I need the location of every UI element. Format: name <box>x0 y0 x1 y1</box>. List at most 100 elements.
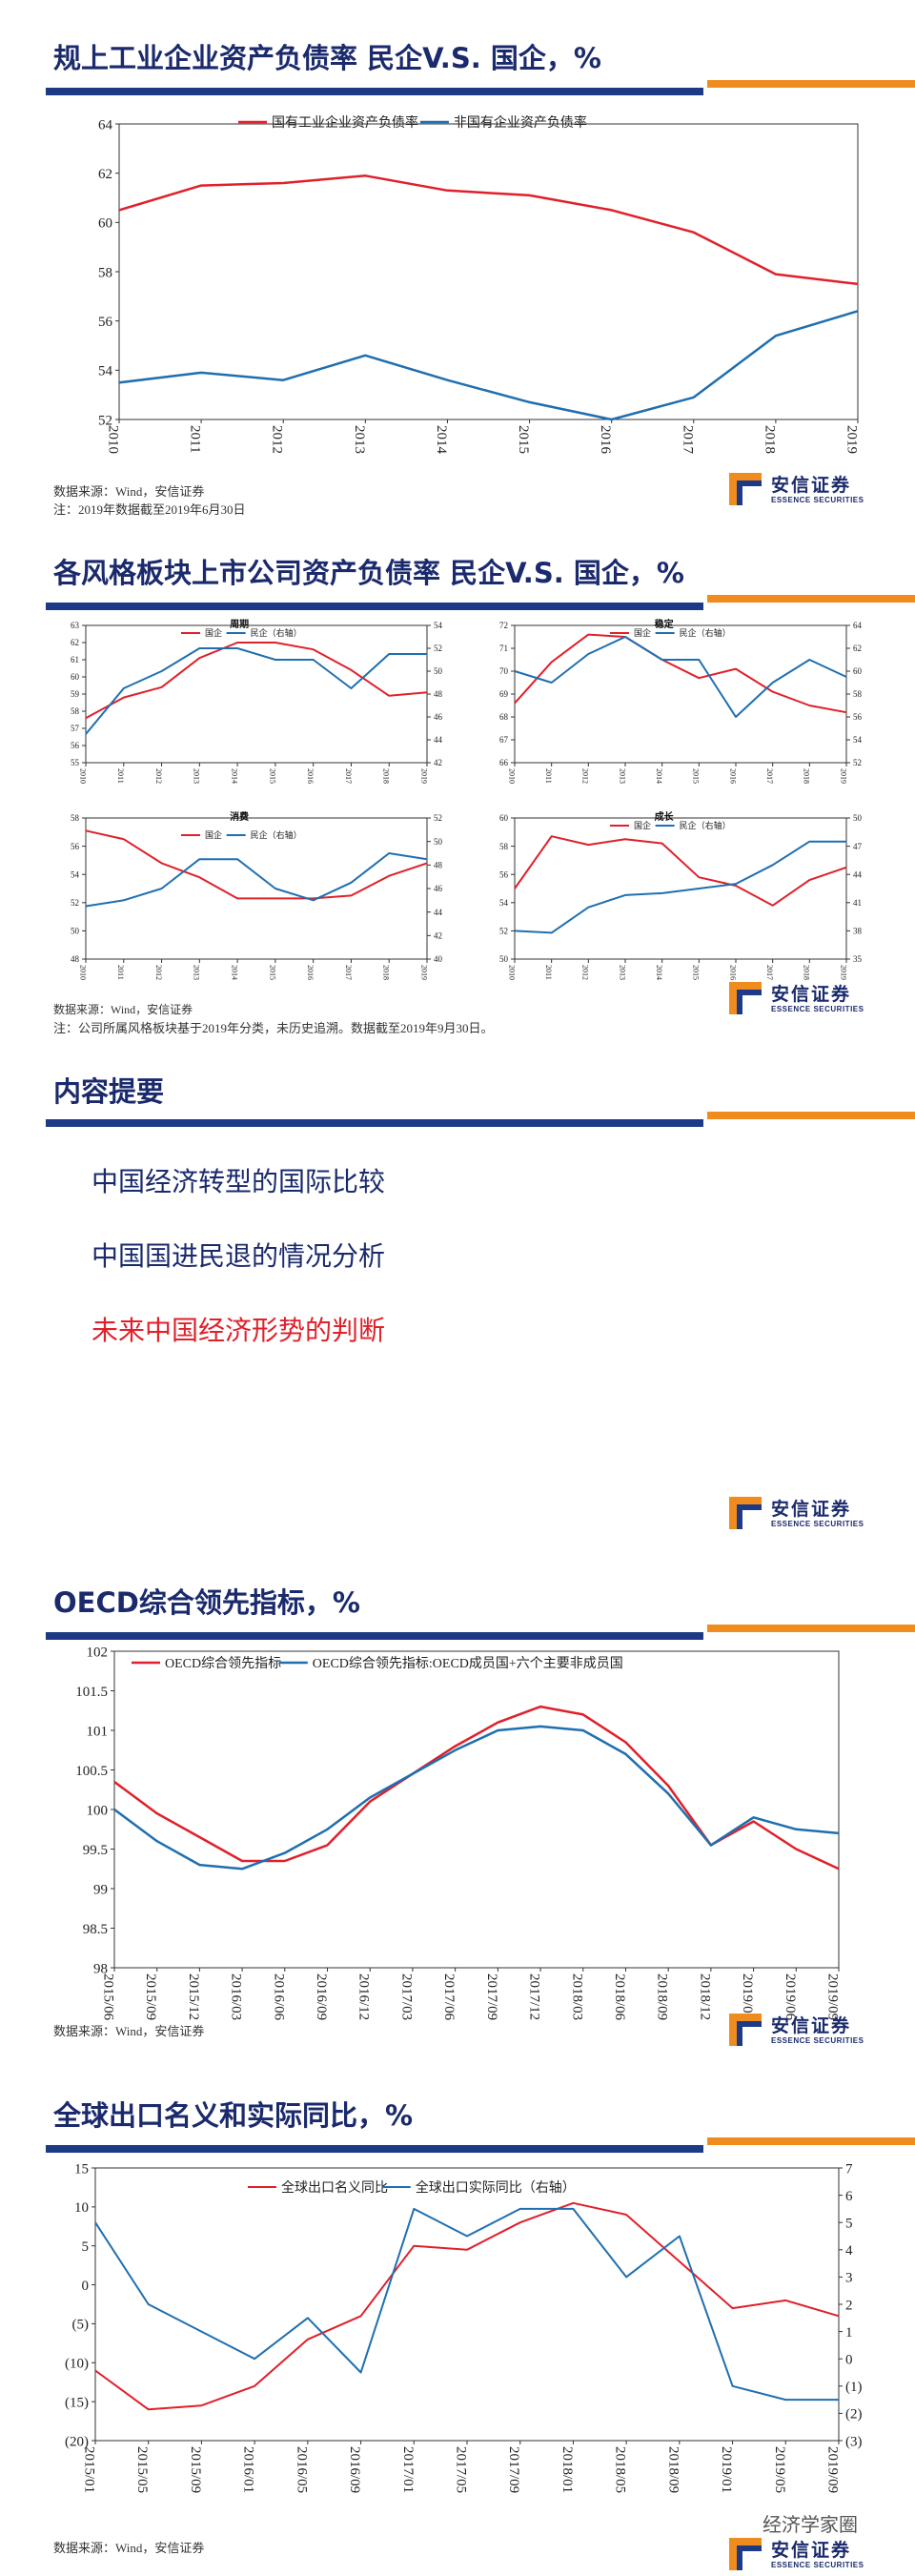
y-tick-label: 60 <box>499 813 509 823</box>
logo-mark-icon <box>729 2014 762 2046</box>
x-tick-label: 2011 <box>116 768 125 784</box>
x-tick-label: 2016 <box>728 768 737 784</box>
logo-cn: 安信证券 <box>771 2536 851 2562</box>
series-line <box>114 1707 839 1869</box>
watermark: 经济学家圈 <box>762 2509 858 2537</box>
slide-title: OECD综合领先指标，% <box>53 1581 360 1621</box>
y-tick-label: 52 <box>71 898 79 908</box>
x-tick-label: 2014 <box>231 768 239 784</box>
y-tick-label: 56 <box>499 869 509 879</box>
y-tick-label: 69 <box>499 689 509 699</box>
x-tick-label: 2019 <box>844 425 860 454</box>
x-tick-label: 2014 <box>655 768 663 784</box>
logo-en: ESSENCE SECURITIES <box>771 1520 864 1528</box>
x-tick-label: 2013 <box>618 965 626 980</box>
y2-tick-label: 35 <box>853 954 863 964</box>
x-tick-label: 2016/06 <box>271 1973 286 2021</box>
y2-tick-label: 48 <box>434 689 443 699</box>
x-tick-label: 2016/05 <box>294 2446 309 2493</box>
y-tick-label: 99.5 <box>83 1843 108 1858</box>
x-tick-label: 2017/05 <box>454 2446 469 2493</box>
title-rule-blue <box>46 88 703 95</box>
y2-tick-label: 56 <box>853 712 863 722</box>
y2-tick-label: 7 <box>845 2161 853 2177</box>
series-line <box>119 311 858 419</box>
y-tick-label: 59 <box>71 689 80 699</box>
x-tick-label: 2016 <box>598 425 613 455</box>
agenda-item-3[interactable]: 未来中国经济形势的判断 <box>92 1310 385 1348</box>
x-tick-label: 2017/12 <box>527 1973 542 2020</box>
company-logo: 安信证券 ESSENCE SECURITIES <box>729 2534 891 2576</box>
agenda-item-2[interactable]: 中国国进民退的情况分析 <box>92 1236 385 1274</box>
data-note: 注：2019年数据截至2019年6月30日 <box>53 500 246 518</box>
legend-label: 民企（右轴） <box>680 820 731 830</box>
x-tick-label: 2016/09 <box>314 1973 329 2020</box>
series-line <box>515 637 846 717</box>
x-tick-label: 2019/01 <box>719 2446 734 2493</box>
logo-mark-icon <box>729 2538 762 2570</box>
x-tick-label: 2012 <box>270 425 285 454</box>
y-tick-label: 58 <box>71 813 80 823</box>
y-tick-label: 62 <box>71 638 79 647</box>
panel-title: 消费 <box>230 810 249 823</box>
y-tick-label: 58 <box>71 706 80 716</box>
series-line <box>515 836 846 906</box>
x-tick-label: 2018 <box>803 768 811 784</box>
x-tick-label: 2015/09 <box>143 1973 158 2020</box>
y2-tick-label: 42 <box>434 930 442 940</box>
series-line <box>86 648 427 734</box>
x-tick-label: 2015/09 <box>188 2446 203 2493</box>
y-tick-label: 15 <box>74 2161 89 2177</box>
panel-title: 稳定 <box>655 618 674 630</box>
x-tick-label: 2014 <box>434 425 449 455</box>
plot-frame <box>515 625 846 763</box>
x-tick-label: 2013 <box>193 768 201 784</box>
y-tick-label: 52 <box>499 927 508 936</box>
series-line <box>95 2203 839 2410</box>
x-tick-label: 2017/09 <box>484 1973 499 2020</box>
x-tick-label: 2017 <box>344 768 353 784</box>
agenda-item-1[interactable]: 中国经济转型的国际比较 <box>92 1161 385 1199</box>
x-tick-label: 2015/01 <box>82 2446 97 2493</box>
y-tick-label: 101 <box>87 1724 109 1739</box>
y-tick-label: 68 <box>499 712 509 722</box>
y2-tick-label: 50 <box>434 837 443 847</box>
y-tick-label: 63 <box>71 621 80 630</box>
legend-label: 国企 <box>205 829 222 840</box>
company-logo: 安信证券 ESSENCE SECURITIES <box>729 469 891 511</box>
logo-en: ESSENCE SECURITIES <box>771 2036 864 2045</box>
logo-cn: 安信证券 <box>771 471 851 497</box>
x-tick-label: 2018/03 <box>569 1973 584 2020</box>
x-tick-label: 2016/09 <box>347 2446 362 2493</box>
y2-tick-label: 3 <box>845 2271 853 2286</box>
panel-title: 周期 <box>230 618 249 630</box>
y2-tick-label: 38 <box>853 927 863 936</box>
logo-mark-icon <box>729 1497 762 1529</box>
x-tick-label: 2012 <box>154 768 163 784</box>
y-tick-label: (10) <box>65 2357 89 2372</box>
y-tick-label: 54 <box>71 869 80 879</box>
data-source: 数据来源：Wind，安信证券 <box>53 1001 193 1017</box>
x-tick-label: 2015 <box>692 768 701 784</box>
y-tick-label: 62 <box>98 167 112 182</box>
y-tick-label: 55 <box>71 758 80 767</box>
logo-cn: 安信证券 <box>771 2012 851 2037</box>
y2-tick-label: 58 <box>853 689 863 699</box>
y-tick-label: 60 <box>98 216 112 232</box>
y2-tick-label: 1 <box>845 2325 853 2341</box>
y2-tick-label: 44 <box>853 869 863 879</box>
title-rule-orange <box>707 80 915 88</box>
x-tick-label: 2015/05 <box>134 2446 150 2493</box>
x-tick-label: 2016 <box>306 965 315 980</box>
slide-title: 全球出口名义和实际同比，% <box>53 2094 413 2134</box>
legend-label: 全球出口名义同比 <box>281 2179 388 2196</box>
slide-title: 规上工业企业资产负债率 民企V.S. 国企，% <box>53 36 601 76</box>
y-tick-label: 56 <box>71 842 80 851</box>
legend-label: 国企 <box>205 627 222 638</box>
title-rule-orange <box>707 1625 915 1632</box>
x-tick-label: 2017/03 <box>398 1973 414 2020</box>
x-tick-label: 2016/12 <box>356 1973 372 2020</box>
